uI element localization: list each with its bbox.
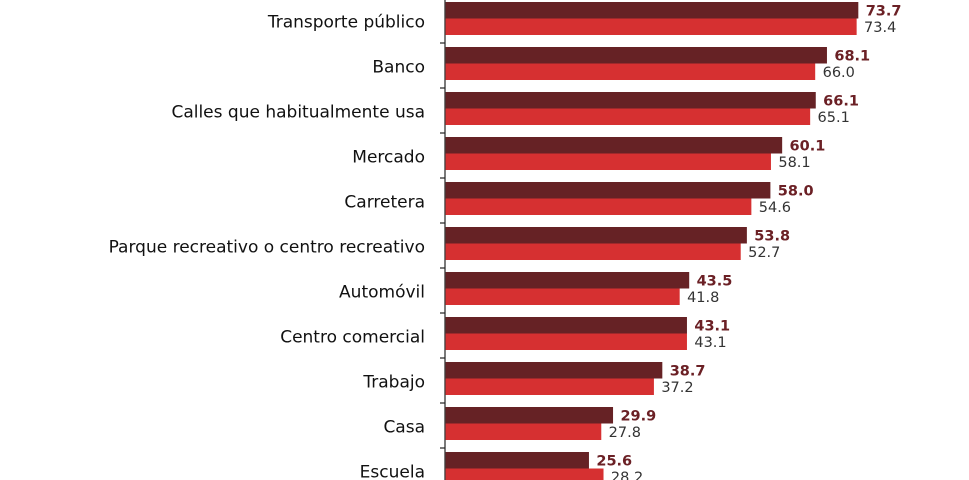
bar-series-1 [445,317,687,334]
bar-series-2 [445,18,857,35]
data-label-series-1: 60.1 [790,138,826,154]
data-label-series-2: 28.2 [611,470,643,480]
bar-series-2 [445,63,816,80]
data-label-series-1: 29.9 [620,408,656,424]
bar-series-2 [445,153,771,170]
data-label-series-2: 37.2 [661,380,693,396]
data-label-series-2: 65.1 [818,110,850,126]
bar-series-2 [445,288,680,305]
data-label-series-1: 38.7 [670,363,706,379]
category-label: Trabajo [362,373,425,393]
data-label-series-1: 68.1 [834,48,870,64]
category-label: Banco [372,58,425,78]
bar-series-2 [445,468,604,480]
category-label: Centro comercial [280,328,425,348]
bar-series-1 [445,47,827,64]
bar-series-2 [445,378,654,395]
bar-series-2 [445,243,741,260]
data-label-series-1: 66.1 [823,93,859,109]
bar-series-1 [445,407,614,424]
category-label: Parque recreativo o centro recreativo [109,238,425,258]
bar-series-1 [445,137,783,154]
bar-series-2 [445,423,602,440]
bar-series-1 [445,182,771,199]
data-label-series-2: 41.8 [687,290,719,306]
category-label: Casa [383,418,425,438]
bar-series-1 [445,272,690,289]
data-label-series-1: 73.7 [866,3,902,19]
bar-series-1 [445,2,859,19]
bar-series-1 [445,452,589,469]
data-label-series-1: 43.1 [694,318,730,334]
bar-series-1 [445,92,816,109]
data-label-series-1: 53.8 [754,228,790,244]
data-label-series-2: 27.8 [609,425,641,441]
data-label-series-1: 58.0 [778,183,814,199]
category-label: Calles que habitualmente usa [171,103,425,123]
bar-series-2 [445,108,811,125]
data-label-series-1: 25.6 [596,453,632,469]
category-label: Carretera [344,193,425,213]
category-label: Automóvil [339,283,425,303]
data-label-series-1: 43.5 [697,273,733,289]
category-label: Transporte público [267,13,425,33]
data-label-series-2: 43.1 [694,335,726,351]
category-label: Escuela [360,463,425,480]
bar-series-1 [445,362,663,379]
bar-series-2 [445,333,687,350]
data-label-series-2: 54.6 [759,200,791,216]
data-label-series-2: 52.7 [748,245,780,261]
data-label-series-2: 73.4 [864,20,896,36]
data-label-series-2: 66.0 [823,65,855,81]
bar-series-2 [445,198,752,215]
data-label-series-2: 58.1 [778,155,810,171]
bar-series-1 [445,227,747,244]
category-label: Mercado [352,148,425,168]
